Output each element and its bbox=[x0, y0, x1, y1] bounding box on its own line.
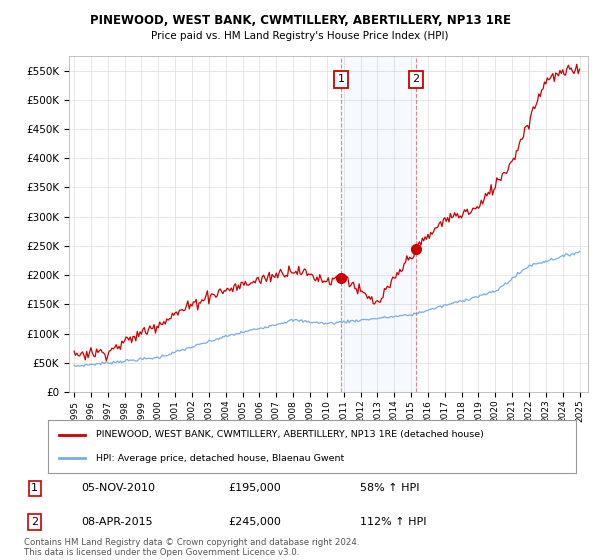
Bar bbox=[341, 56, 416, 392]
Text: PINEWOOD, WEST BANK, CWMTILLERY, ABERTILLERY, NP13 1RE (detached house): PINEWOOD, WEST BANK, CWMTILLERY, ABERTIL… bbox=[95, 431, 484, 440]
Text: 08-APR-2015: 08-APR-2015 bbox=[81, 517, 152, 527]
Text: £195,000: £195,000 bbox=[228, 483, 281, 493]
Text: £245,000: £245,000 bbox=[228, 517, 281, 527]
Text: Price paid vs. HM Land Registry's House Price Index (HPI): Price paid vs. HM Land Registry's House … bbox=[151, 31, 449, 41]
Text: 58% ↑ HPI: 58% ↑ HPI bbox=[360, 483, 419, 493]
Text: 1: 1 bbox=[338, 74, 344, 85]
Text: 2: 2 bbox=[412, 74, 419, 85]
Text: 112% ↑ HPI: 112% ↑ HPI bbox=[360, 517, 427, 527]
Text: 1: 1 bbox=[31, 483, 38, 493]
Text: 2: 2 bbox=[31, 517, 38, 527]
Text: HPI: Average price, detached house, Blaenau Gwent: HPI: Average price, detached house, Blae… bbox=[95, 454, 344, 463]
Text: PINEWOOD, WEST BANK, CWMTILLERY, ABERTILLERY, NP13 1RE: PINEWOOD, WEST BANK, CWMTILLERY, ABERTIL… bbox=[89, 14, 511, 27]
Text: 05-NOV-2010: 05-NOV-2010 bbox=[81, 483, 155, 493]
Text: Contains HM Land Registry data © Crown copyright and database right 2024.
This d: Contains HM Land Registry data © Crown c… bbox=[24, 538, 359, 557]
